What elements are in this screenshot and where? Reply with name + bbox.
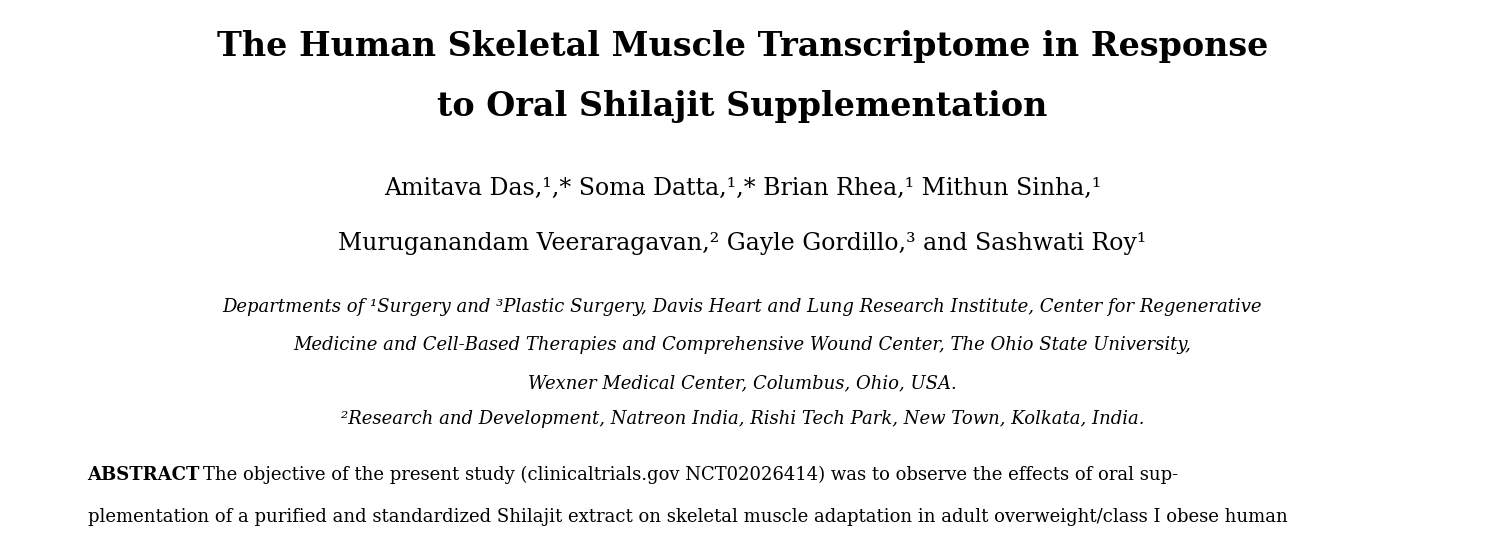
Text: Wexner Medical Center, Columbus, Ohio, USA.: Wexner Medical Center, Columbus, Ohio, U… (529, 374, 956, 392)
Text: Muruganandam Veeraragavan,² Gayle Gordillo,³ and Sashwati Roy¹: Muruganandam Veeraragavan,² Gayle Gordil… (339, 232, 1146, 255)
Text: Medicine and Cell-Based Therapies and Comprehensive Wound Center, The Ohio State: Medicine and Cell-Based Therapies and Co… (294, 336, 1191, 354)
Text: ABSTRACT: ABSTRACT (88, 466, 200, 484)
Text: Departments of ¹Surgery and ³Plastic Surgery, Davis Heart and Lung Research Inst: Departments of ¹Surgery and ³Plastic Sur… (223, 298, 1262, 316)
Text: Amitava Das,¹,* Soma Datta,¹,* Brian Rhea,¹ Mithun Sinha,¹: Amitava Das,¹,* Soma Datta,¹,* Brian Rhe… (385, 177, 1100, 200)
Text: The objective of the present study (clinicaltrials.gov NCT02026414) was to obser: The objective of the present study (clin… (202, 466, 1178, 484)
Text: to Oral Shilajit Supplementation: to Oral Shilajit Supplementation (437, 90, 1048, 123)
Text: ²Research and Development, Natreon India, Rishi Tech Park, New Town, Kolkata, In: ²Research and Development, Natreon India… (340, 410, 1145, 428)
Text: plementation of a purified and standardized Shilajit extract on skeletal muscle : plementation of a purified and standardi… (88, 508, 1287, 526)
Text: The Human Skeletal Muscle Transcriptome in Response: The Human Skeletal Muscle Transcriptome … (217, 30, 1268, 63)
